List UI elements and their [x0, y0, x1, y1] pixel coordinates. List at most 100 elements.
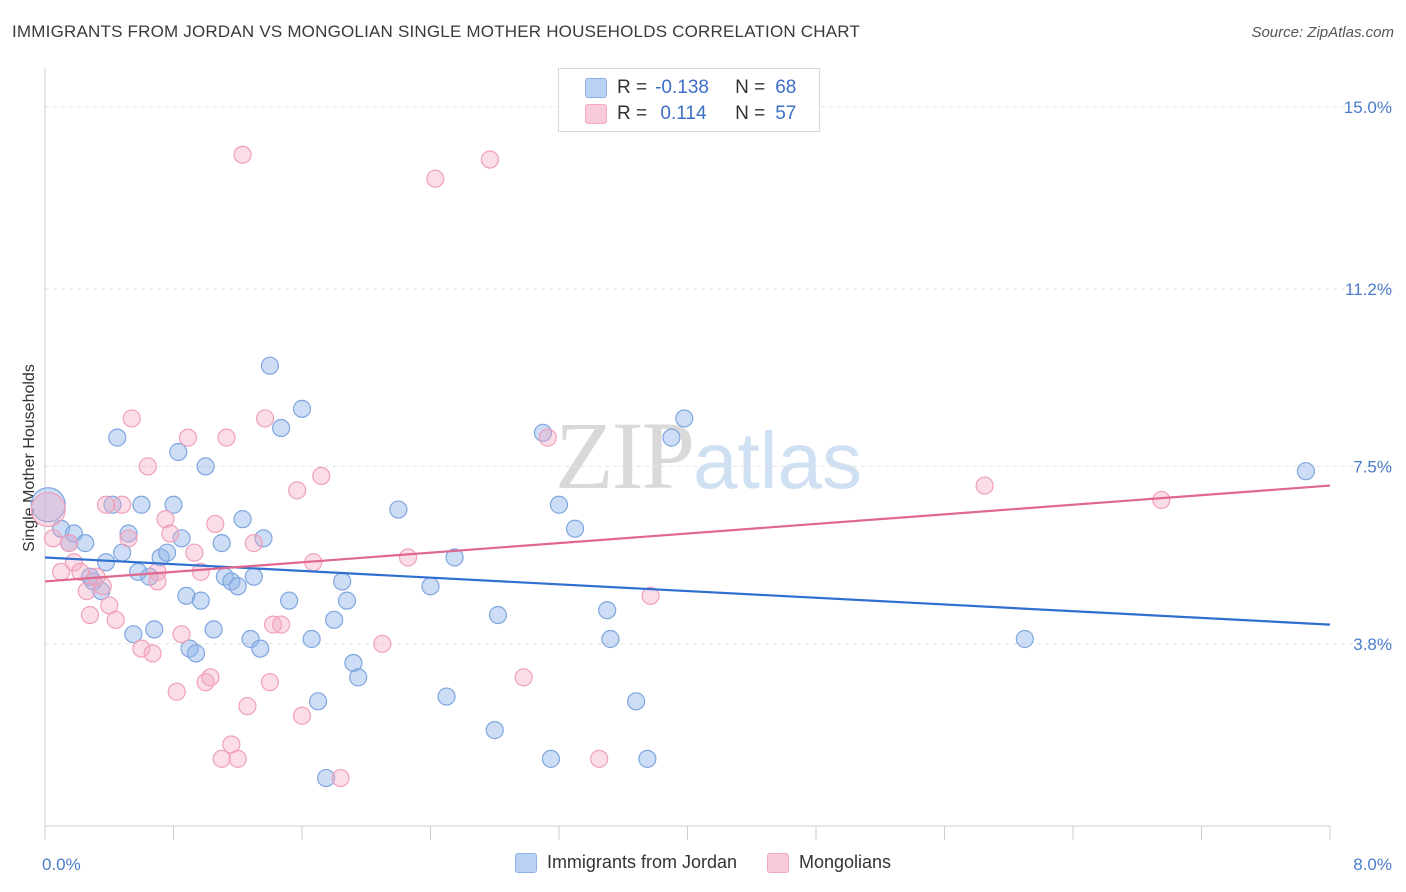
chart-source: Source: ZipAtlas.com [1251, 24, 1394, 41]
jordan-point [565, 519, 585, 538]
jordan-point [254, 529, 273, 548]
mongolian-point [161, 524, 180, 543]
mongolian-point [426, 169, 445, 188]
jordan-point [337, 591, 357, 610]
mongolian-point [93, 577, 112, 596]
legend-label-mongolians: Mongolians [799, 852, 892, 872]
mongolian-point [132, 639, 151, 658]
legend-item-jordan[interactable]: Immigrants from Jordan [514, 852, 737, 873]
legend-swatch-jordan [514, 852, 537, 873]
jordan-point [308, 692, 328, 711]
mongolian-point [272, 615, 291, 634]
jordan-point [445, 548, 464, 567]
jordan-point [191, 591, 210, 610]
jordan-point [549, 495, 569, 514]
jordan-swatch [585, 78, 607, 98]
jordan-point [272, 418, 291, 438]
mongolian-point [480, 150, 500, 169]
jordan-point [485, 721, 504, 740]
mongolian-point [148, 572, 167, 591]
mongolian-point [30, 491, 66, 528]
mongolian-point [96, 495, 116, 514]
mongolian-point [119, 529, 138, 548]
mongolian-point [43, 529, 63, 548]
y-tick-label: 3.8% [1353, 635, 1392, 654]
jordan-point [675, 409, 694, 428]
mongolian-point [244, 534, 263, 553]
y-tick-label: 7.5% [1353, 457, 1392, 476]
mongolian-point [59, 534, 79, 553]
jordan-point [244, 567, 263, 586]
correlation-row-jordan: R = -0.138 N = 68 [585, 76, 796, 100]
jordan-point [349, 668, 368, 687]
y-tick-label: 11.2% [1345, 280, 1392, 299]
jordan-point [541, 749, 561, 768]
jordan-point [333, 572, 352, 591]
y-tick-label: 15.0% [1344, 98, 1392, 117]
chart-title: IMMIGRANTS FROM JORDAN VS MONGOLIAN SING… [12, 22, 861, 41]
chart-legend: Immigrants from Jordan Mongolians [0, 852, 1406, 873]
mongolian-point [292, 706, 312, 725]
n-label: N = [735, 103, 766, 124]
mongolian-point [122, 409, 141, 428]
jordan-point [344, 653, 363, 673]
mongolian-point [201, 668, 220, 687]
mongolian-point [590, 749, 609, 768]
mongolian-point [641, 586, 660, 605]
jordan-point [316, 768, 336, 788]
jordan-point [132, 495, 151, 514]
jordan-point [233, 510, 252, 529]
jordan-point [76, 534, 95, 553]
jordan-point [292, 399, 312, 418]
jordan-point [260, 356, 279, 375]
mongolian-point [112, 495, 132, 514]
mongolian-point [312, 466, 331, 486]
x-tick-label: 8.0% [1353, 855, 1392, 874]
jordan-point [186, 644, 206, 663]
mongolian-point [514, 668, 533, 687]
r-label: R = [617, 103, 648, 124]
n-value: 68 [775, 77, 797, 98]
jordan-point [488, 605, 508, 625]
mongolian-point [1152, 490, 1171, 510]
watermark: ZIPatlas [555, 400, 862, 511]
mongolians-swatch [585, 104, 607, 124]
trend-lines [44, 484, 1331, 626]
jordan-point [169, 442, 188, 462]
jordan-point [124, 625, 143, 644]
jordan-point [164, 495, 183, 514]
jordan-point [96, 553, 116, 572]
n-label: N = [735, 77, 766, 98]
mongolian-point [217, 428, 236, 447]
mongolian-point [185, 543, 204, 562]
jordan-trend-line [44, 556, 1331, 626]
grid-lines [45, 106, 1395, 645]
jordan-point [204, 620, 223, 639]
r-value: -0.138 [655, 77, 709, 98]
x-tick-label: 0.0% [42, 855, 81, 874]
mongolian-point [288, 481, 307, 500]
legend-item-mongolians[interactable]: Mongolians [767, 852, 891, 873]
mongolian-point [77, 581, 96, 601]
jordan-point [157, 543, 177, 562]
mongolian-point [373, 634, 392, 653]
mongolian-point [238, 697, 257, 716]
legend-swatch-mongolians [767, 852, 789, 873]
legend-label-jordan: Immigrants from Jordan [546, 852, 737, 872]
mongolian-point [228, 749, 247, 768]
jordan-point [196, 457, 215, 476]
mongolian-point [212, 749, 231, 768]
jordan-point [601, 629, 620, 649]
jordan-point [241, 629, 260, 649]
mongolian-point [975, 476, 994, 495]
mongolian-point [255, 409, 275, 428]
mongolian-point [538, 428, 557, 447]
mongolian-point [191, 562, 210, 581]
mongolian-point [106, 610, 125, 629]
mongolian-point [178, 428, 198, 447]
jordan-point [119, 524, 138, 543]
mongolian-point [206, 514, 225, 534]
jordan-point [212, 534, 231, 553]
mongolian-point [172, 625, 191, 644]
jordan-point [1015, 629, 1034, 649]
